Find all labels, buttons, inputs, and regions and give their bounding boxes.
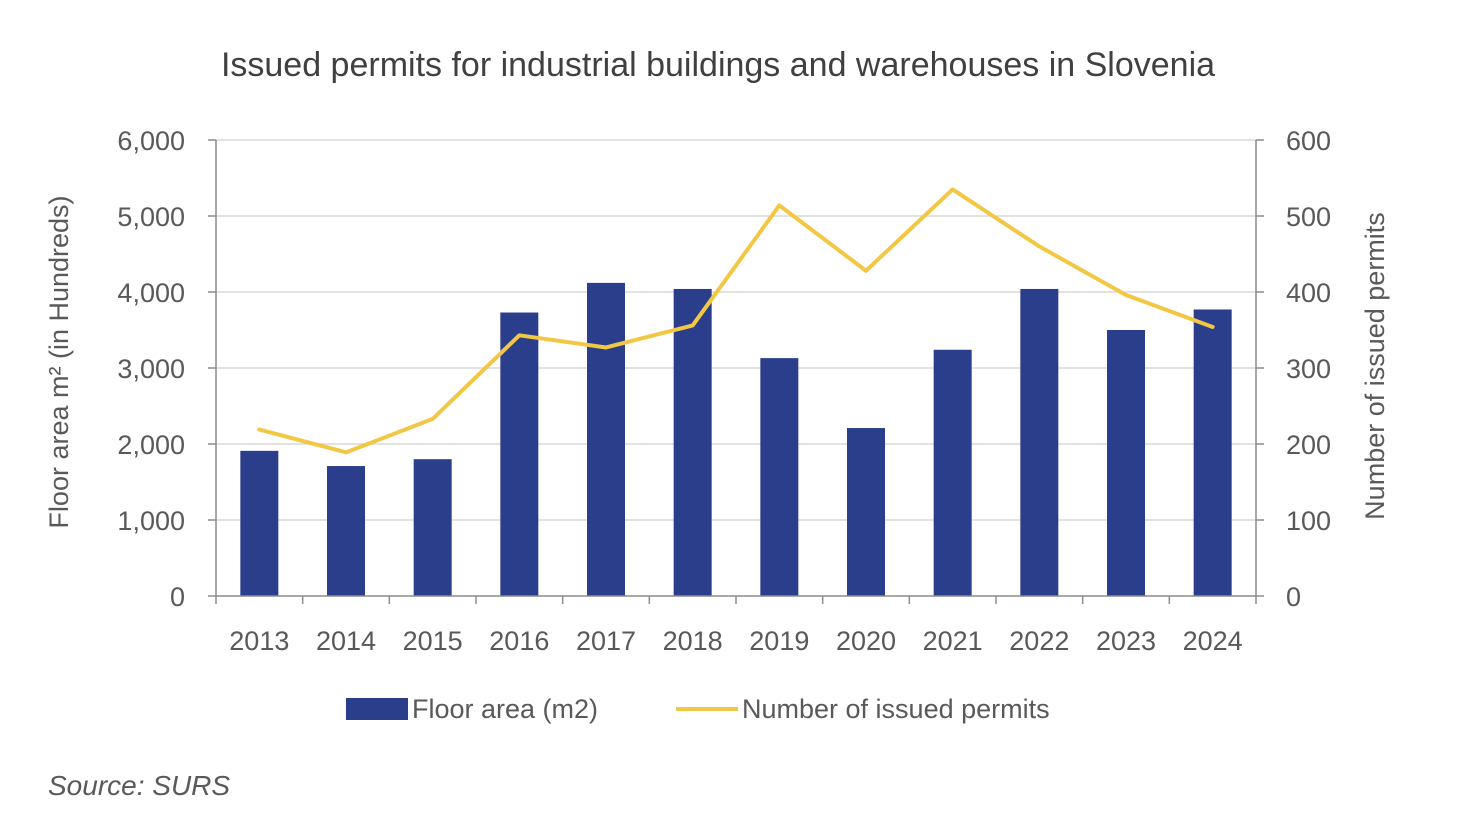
legend-swatch-floor-area [346, 698, 408, 720]
x-tick-label: 2024 [1183, 626, 1243, 656]
right-axis-label: Number of issued permits [1360, 212, 1390, 520]
bar-2016 [500, 312, 539, 596]
line-series [257, 187, 1215, 455]
bar-2021 [933, 349, 972, 596]
permits-point-2013 [258, 429, 260, 431]
bar-2014 [327, 466, 365, 596]
x-tick-label: 2018 [663, 626, 723, 656]
permits-point-2020 [865, 270, 867, 272]
permits-point-2022 [1038, 245, 1040, 247]
permits-point-2021 [952, 188, 954, 190]
x-tick-label: 2016 [489, 626, 549, 656]
bar-2022 [1020, 288, 1059, 596]
permits-point-2016 [518, 334, 520, 336]
x-tick-label: 2015 [403, 626, 463, 656]
x-tick-labels: 2013 2014 2015 2016 2017 2018 2019 2020 2021 2022… [229, 626, 1242, 656]
bar-series [240, 282, 1232, 596]
right-tick-label: 500 [1286, 202, 1331, 232]
x-tick-label: 2013 [229, 626, 289, 656]
bar-2018 [673, 288, 712, 596]
bar-2023 [1107, 330, 1145, 596]
left-tick-label: 0 [170, 582, 185, 612]
right-tick-label: 0 [1286, 582, 1301, 612]
right-tick-label: 200 [1286, 430, 1331, 460]
legend-label-permits: Number of issued permits [742, 694, 1050, 724]
bar-2019 [760, 358, 799, 596]
x-tick-label: 2019 [749, 626, 809, 656]
right-tick-label: 400 [1286, 278, 1331, 308]
right-tick-label: 300 [1286, 354, 1331, 384]
legend-label-floor-area: Floor area (m2) [412, 694, 598, 724]
permits-point-2017 [605, 346, 607, 348]
permits-point-2023 [1125, 294, 1127, 296]
chart-title: Issued permits for industrial buildings … [221, 46, 1215, 84]
source-note: Source: SURS [48, 770, 231, 801]
x-tick-label: 2021 [923, 626, 983, 656]
right-tick-labels: 0 100 200 300 400 500 600 [1286, 126, 1331, 612]
left-tick-label: 1,000 [117, 506, 185, 536]
bar-2024 [1193, 309, 1232, 596]
permits-point-2024 [1212, 326, 1214, 328]
left-axis-label: Floor area m² (in Hundreds) [44, 195, 74, 528]
permits-point-2018 [692, 324, 694, 326]
bar-2013 [240, 450, 279, 596]
right-tick-label: 100 [1286, 506, 1331, 536]
gridlines [216, 139, 1256, 521]
x-tick-label: 2020 [836, 626, 896, 656]
axes [208, 139, 1264, 604]
left-tick-label: 4,000 [117, 278, 185, 308]
left-tick-label: 6,000 [117, 126, 185, 156]
permits-line [257, 187, 1215, 455]
legend: Floor area (m2) Number of issued permits [346, 694, 1050, 724]
x-tick-label: 2017 [576, 626, 636, 656]
bar-2020 [847, 428, 885, 596]
x-tick-label: 2014 [316, 626, 376, 656]
permits-point-2015 [432, 418, 434, 420]
permits-point-2019 [778, 204, 780, 206]
left-tick-label: 5,000 [117, 202, 185, 232]
x-tick-label: 2022 [1009, 626, 1069, 656]
left-tick-labels: 0 1,000 2,000 3,000 4,000 5,000 6,000 [117, 126, 185, 612]
bar-2015 [413, 459, 452, 596]
permits-point-2014 [345, 451, 347, 453]
right-tick-label: 600 [1286, 126, 1331, 156]
x-tick-label: 2023 [1096, 626, 1156, 656]
bar-2017 [587, 282, 625, 596]
left-tick-label: 2,000 [117, 430, 185, 460]
left-tick-label: 3,000 [117, 354, 185, 384]
